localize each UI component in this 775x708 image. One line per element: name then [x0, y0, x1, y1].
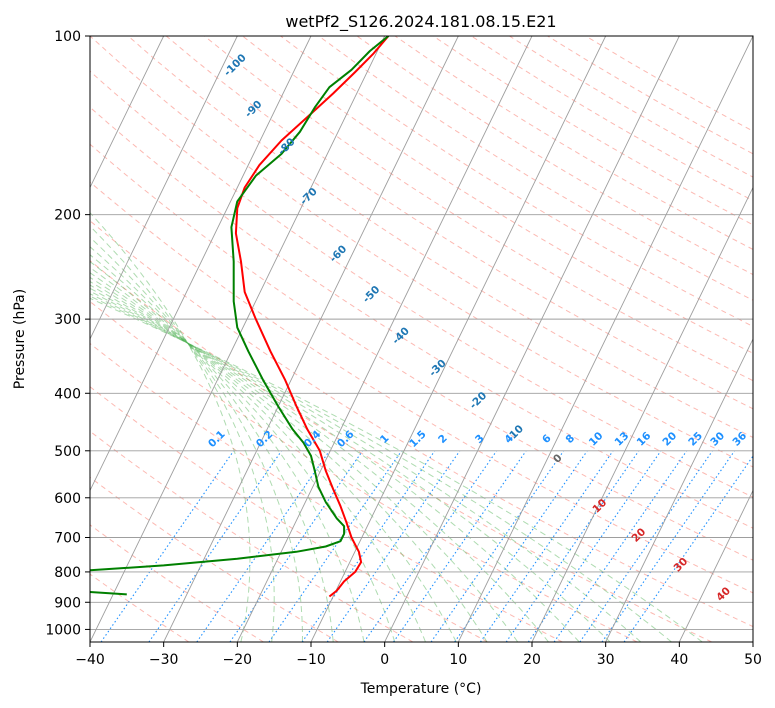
mixing-ratio-line [326, 450, 461, 642]
isotherm-line [457, 36, 753, 642]
isotherm-line [531, 186, 753, 642]
x-tick-label: −20 [223, 652, 253, 668]
grid-lines [90, 36, 753, 642]
y-tick-label: 500 [54, 444, 81, 460]
moist-adiabat-line [90, 272, 457, 642]
x-tick-label: 0 [380, 652, 389, 668]
dry-adiabat-line [90, 36, 753, 468]
x-tick-label: −30 [149, 652, 179, 668]
mixing-ratio-line [454, 450, 588, 642]
mixing-ratio-line [505, 450, 640, 642]
moist-adiabat-line [90, 290, 611, 642]
dry-adiabat-line [318, 36, 753, 301]
dry-adiabat-line [242, 36, 753, 354]
dry-adiabat-line [165, 36, 753, 410]
mixing-ratio-line [363, 450, 498, 642]
chart-title: wetPf2_S126.2024.181.08.15.E21 [285, 12, 556, 32]
mixing-ratio-line [579, 450, 713, 642]
dry-adiabat-line [90, 106, 753, 529]
dry-adiabat-line [90, 573, 190, 642]
moist-adiabat-line [90, 287, 580, 642]
isotherm-line [90, 36, 312, 492]
mixing-ratio-line [196, 450, 330, 642]
isotherm-line [90, 36, 165, 189]
dry-adiabat-line [90, 220, 753, 628]
y-tick-label: 900 [54, 595, 81, 611]
y-tick-label: 600 [54, 491, 81, 507]
plot-frame [89, 35, 754, 643]
mixing-ratio-line [430, 450, 565, 642]
sounding-series-line-3 [90, 591, 127, 596]
y-tick-label: 800 [54, 565, 81, 581]
mixing-ratio-line [229, 450, 364, 642]
dry-adiabat-line [90, 143, 753, 561]
dry-adiabat-line [90, 300, 638, 642]
moist-adiabat-line [90, 225, 275, 642]
mixing-ratio-line [301, 450, 436, 642]
x-tick-label: 50 [744, 652, 762, 668]
x-tick-label: −10 [296, 652, 326, 668]
moist-adiabat-line [90, 276, 488, 642]
moist-adiabat-line [90, 260, 396, 642]
moist-adiabat-line [90, 246, 334, 642]
x-tick-label: 30 [597, 652, 615, 668]
isotherm-line [310, 36, 607, 642]
isotherm-line [236, 36, 533, 642]
x-tick-label: 20 [523, 652, 541, 668]
mixing-ratio-line [100, 450, 235, 642]
x-tick-label: 10 [449, 652, 467, 668]
axis-ticks: −40 −30 −20 −10 0 10 20 30 40 50 1000 900 800 700 600 5… [45, 29, 762, 668]
mixing-ratio-line [479, 450, 614, 642]
y-tick-label: 1000 [45, 622, 81, 638]
mixing-ratio-line [527, 450, 662, 642]
series-lines [90, 36, 390, 598]
isotherm-line [163, 36, 459, 642]
y-axis-label: Pressure (hPa) [12, 289, 28, 389]
mixing-ratio-line [148, 450, 282, 642]
mixing-ratio-line [393, 450, 527, 642]
moist-adiabat-line [90, 284, 549, 642]
y-tick-label: 300 [54, 312, 81, 328]
x-tick-label: −40 [75, 652, 105, 668]
isotherm-line [90, 36, 238, 341]
mixing-ratio-line [601, 450, 736, 642]
moist-adiabat-line [90, 236, 304, 642]
moist-adiabat-line [90, 254, 365, 642]
moist-adiabat-line [90, 295, 672, 642]
moist-adiabat-line [90, 293, 642, 642]
isotherm-line [90, 36, 386, 642]
x-axis-label: Temperature (°C) [360, 681, 482, 697]
moist-adiabat-line [90, 297, 703, 642]
y-tick-label: 700 [54, 531, 81, 547]
mixing-ratio-line [268, 450, 403, 642]
isotherm-line [605, 337, 753, 642]
x-tick-label: 40 [670, 652, 688, 668]
dry-adiabat-line [90, 476, 339, 642]
moist-adiabat-line [90, 212, 251, 642]
mixing-ratio-line [553, 450, 688, 642]
y-tick-label: 400 [54, 386, 81, 402]
dry-adiabat-line [90, 259, 712, 642]
mixing-ratio-line [623, 455, 753, 642]
y-tick-label: 100 [54, 29, 81, 45]
y-tick-label: 200 [54, 208, 81, 224]
sounding-series-line-2 [90, 36, 390, 572]
sounding-series-line-1 [234, 36, 390, 598]
isotherm-line [678, 489, 753, 642]
isotherm-line [384, 36, 680, 642]
dry-adiabat-line [90, 181, 753, 594]
